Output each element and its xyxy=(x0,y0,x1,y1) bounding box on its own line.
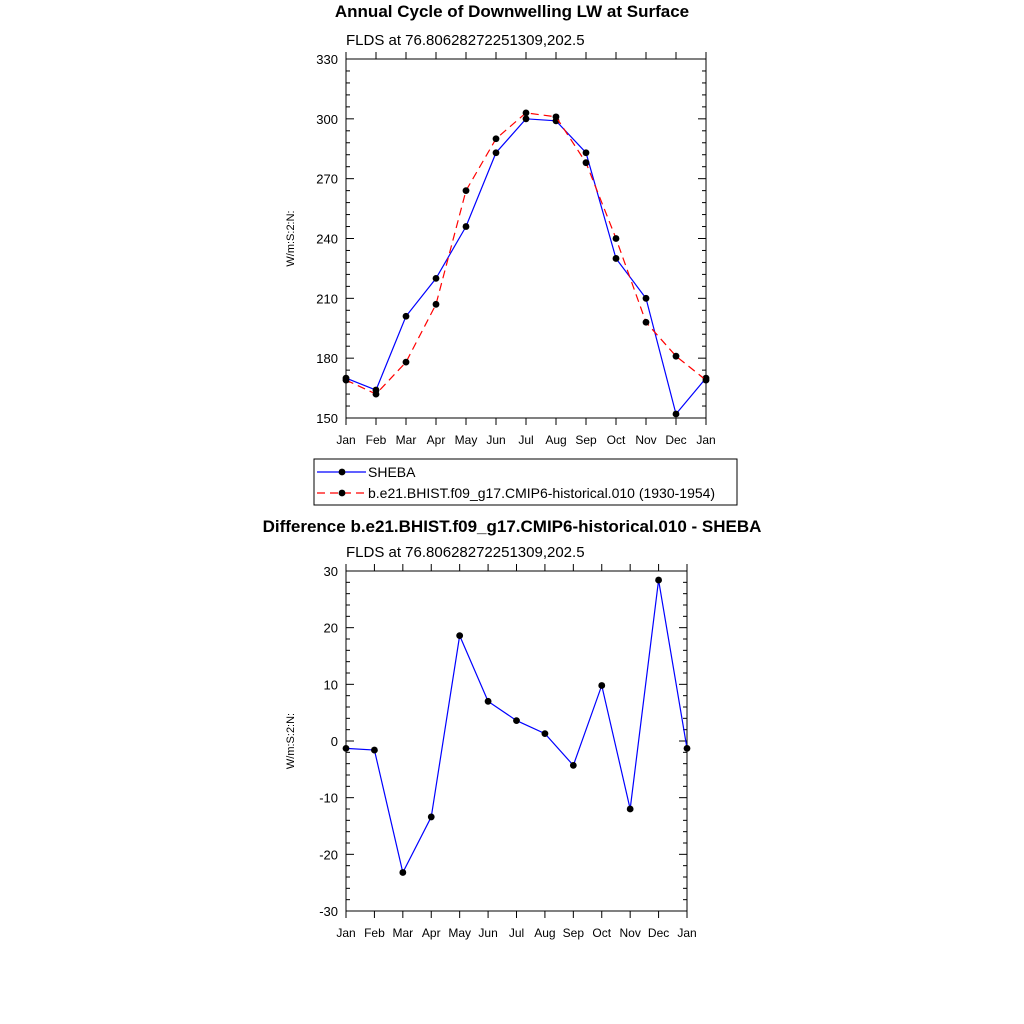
series-1 xyxy=(342,576,691,876)
data-point xyxy=(642,294,650,302)
y-tick-label: 30 xyxy=(324,564,338,579)
legend-label: SHEBA xyxy=(368,464,416,480)
legend-label: b.e21.BHIST.f09_g17.CMIP6-historical.010… xyxy=(368,485,715,501)
chart-2: -30 -20 -10 0 10 20 30 Jan Feb Mar Apr May Jun Jul Aug… xyxy=(285,564,697,940)
x-tick-label: Apr xyxy=(422,926,441,940)
data-point xyxy=(672,352,680,360)
x-tick-label: Feb xyxy=(364,926,385,940)
chart-1: 150 180 210 240 270 300 330 Jan Feb Mar Apr May Jun J… xyxy=(285,52,738,506)
data-point xyxy=(522,109,530,117)
y-tick-label: 240 xyxy=(316,232,338,247)
data-point xyxy=(672,410,680,418)
x-tick-label: Jul xyxy=(509,926,524,940)
x-tick-label: May xyxy=(448,926,471,940)
data-point xyxy=(541,730,549,738)
x-tick-label: Jan xyxy=(677,926,696,940)
data-point xyxy=(462,223,470,230)
chart1-subtitle: FLDS at 76.80628272251309,202.5 xyxy=(346,32,585,49)
legend-box xyxy=(313,458,738,506)
series-line xyxy=(345,118,707,416)
series-line xyxy=(345,112,707,395)
series-2 xyxy=(342,109,710,398)
x-tick-label: Jul xyxy=(518,433,533,447)
data-point xyxy=(492,149,500,157)
x-tick-label: Nov xyxy=(619,926,640,940)
x-tick-label: Nov xyxy=(635,433,656,447)
data-point xyxy=(492,135,500,143)
y-tick-label: 300 xyxy=(316,112,338,127)
data-point xyxy=(402,358,410,366)
data-point xyxy=(626,805,634,813)
y-tick-label: 20 xyxy=(324,621,338,636)
data-point xyxy=(342,376,350,384)
plot-frame xyxy=(345,570,688,912)
chart2-subtitle: FLDS at 76.80628272251309,202.5 xyxy=(346,544,585,561)
x-tick-label: Jan xyxy=(336,926,355,940)
y-tick-label: 10 xyxy=(324,677,338,692)
data-point xyxy=(402,312,410,320)
y-tick-label: 270 xyxy=(316,172,338,187)
data-point xyxy=(683,744,691,752)
data-point xyxy=(642,318,650,326)
data-point xyxy=(552,113,560,121)
series-1 xyxy=(342,115,710,418)
x-tick-label: Mar xyxy=(392,926,413,940)
data-point xyxy=(456,632,464,639)
data-point xyxy=(612,255,620,262)
data-point xyxy=(582,149,590,157)
chart2-title: Difference b.e21.BHIST.f09_g17.CMIP6-his… xyxy=(262,517,762,536)
x-tick-label: Mar xyxy=(396,433,417,447)
data-point xyxy=(569,761,577,769)
x-tick-label: Sep xyxy=(575,433,597,447)
data-point xyxy=(702,376,710,384)
x-tick-label: Oct xyxy=(592,926,611,940)
data-point xyxy=(427,813,435,821)
y-tick-label: -20 xyxy=(319,847,338,862)
y-tick-label: 150 xyxy=(316,411,338,426)
y-axis-label: W/m:S:2:N: xyxy=(285,713,297,769)
legend-marker xyxy=(338,468,346,476)
y-tick-label: 180 xyxy=(316,351,338,366)
data-point xyxy=(371,746,378,754)
data-point xyxy=(372,390,380,398)
x-tick-label: Feb xyxy=(366,433,387,447)
x-tick-label: May xyxy=(455,433,478,447)
x-tick-label: Dec xyxy=(665,433,686,447)
y-tick-label: -10 xyxy=(319,791,338,806)
x-tick-label: Dec xyxy=(648,926,669,940)
data-point xyxy=(342,744,350,752)
data-point xyxy=(513,717,520,724)
data-point xyxy=(432,274,440,282)
x-tick-label: Jan xyxy=(696,433,715,447)
x-tick-label: Jun xyxy=(486,433,505,447)
chart1-title: Annual Cycle of Downwelling LW at Surfac… xyxy=(334,2,690,21)
x-tick-label: Jun xyxy=(478,926,497,940)
y-tick-label: -30 xyxy=(319,904,338,919)
x-tick-label: Jan xyxy=(336,433,355,447)
data-point xyxy=(655,576,662,584)
data-point xyxy=(582,159,590,167)
data-point xyxy=(432,300,440,308)
y-tick-label: 0 xyxy=(331,734,338,749)
data-point xyxy=(598,682,606,689)
x-tick-label: Aug xyxy=(545,433,566,447)
legend-marker xyxy=(338,489,346,497)
y-axis-label: W/m:S:2:N: xyxy=(285,210,297,266)
data-point xyxy=(612,235,620,242)
data-point xyxy=(484,697,492,705)
data-point xyxy=(399,869,407,876)
data-point xyxy=(522,115,530,123)
x-tick-label: Sep xyxy=(563,926,585,940)
series-line xyxy=(345,579,688,875)
x-tick-label: Apr xyxy=(427,433,446,447)
y-tick-label: 330 xyxy=(316,52,338,67)
data-point xyxy=(462,187,470,195)
x-tick-label: Oct xyxy=(607,433,626,447)
y-tick-label: 210 xyxy=(316,291,338,306)
x-tick-label: Aug xyxy=(534,926,555,940)
